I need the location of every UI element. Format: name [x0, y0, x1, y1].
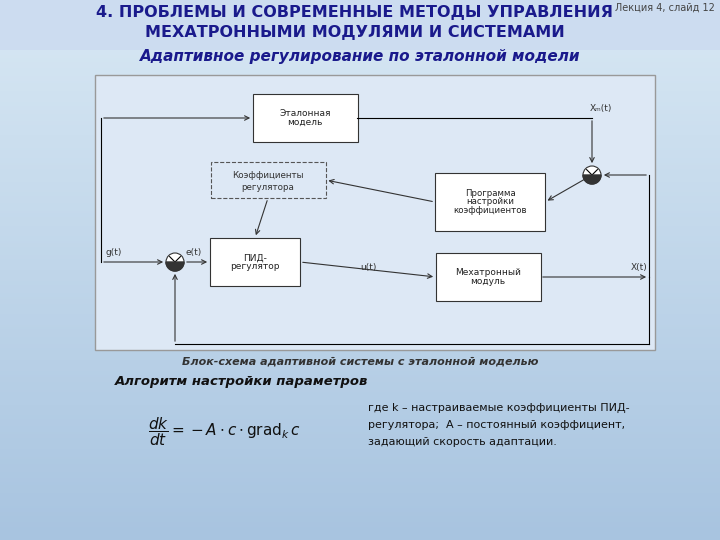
Text: Программа: Программа	[464, 190, 516, 198]
Text: регулятора: регулятора	[242, 183, 294, 192]
FancyBboxPatch shape	[435, 173, 545, 231]
Text: Алгоритм настройки параметров: Алгоритм настройки параметров	[115, 375, 369, 388]
Text: МЕХАТРОННЫМИ МОДУЛЯМИ И СИСТЕМАМИ: МЕХАТРОННЫМИ МОДУЛЯМИ И СИСТЕМАМИ	[145, 25, 565, 40]
Text: Коэффициенты: Коэффициенты	[233, 171, 304, 179]
Text: настройки: настройки	[466, 198, 514, 206]
Text: задающий скорость адаптации.: задающий скорость адаптации.	[368, 437, 557, 447]
Circle shape	[583, 166, 601, 184]
Text: Эталонная: Эталонная	[279, 109, 330, 118]
FancyBboxPatch shape	[95, 75, 655, 350]
Text: Xₘ(t): Xₘ(t)	[590, 104, 613, 113]
Text: Лекция 4, слайд 12: Лекция 4, слайд 12	[615, 3, 715, 13]
Text: Блок-схема адаптивной системы с эталонной моделью: Блок-схема адаптивной системы с эталонно…	[181, 357, 539, 367]
FancyBboxPatch shape	[436, 253, 541, 301]
Text: X(t): X(t)	[630, 263, 647, 272]
Text: коэффициентов: коэффициентов	[453, 206, 527, 215]
Text: 4. ПРОБЛЕМЫ И СОВРЕМЕННЫЕ МЕТОДЫ УПРАВЛЕНИЯ: 4. ПРОБЛЕМЫ И СОВРЕМЕННЫЕ МЕТОДЫ УПРАВЛЕ…	[96, 5, 613, 21]
Text: g(t): g(t)	[105, 248, 122, 257]
Text: $\dfrac{dk}{dt} = -A \cdot c \cdot \mathrm{grad}_k\, c$: $\dfrac{dk}{dt} = -A \cdot c \cdot \math…	[148, 416, 301, 448]
Text: модель: модель	[287, 118, 323, 127]
Polygon shape	[166, 262, 184, 271]
Text: регулятора;  А – постоянный коэффициент,: регулятора; А – постоянный коэффициент,	[368, 420, 625, 430]
Text: Мехатронный: Мехатронный	[455, 268, 521, 277]
FancyBboxPatch shape	[253, 94, 358, 142]
Text: где k – настраиваемые коэффициенты ПИД-: где k – настраиваемые коэффициенты ПИД-	[368, 403, 629, 413]
FancyBboxPatch shape	[0, 0, 720, 50]
Polygon shape	[583, 175, 601, 184]
Circle shape	[166, 253, 184, 271]
Text: u(t): u(t)	[360, 263, 376, 272]
Text: e(t): e(t)	[186, 248, 202, 257]
Text: регулятор: регулятор	[230, 262, 280, 271]
FancyBboxPatch shape	[210, 238, 300, 286]
Text: ПИД-: ПИД-	[243, 253, 267, 262]
Text: модуль: модуль	[470, 276, 505, 286]
Text: Адаптивное регулирование по эталонной модели: Адаптивное регулирование по эталонной мо…	[140, 49, 580, 64]
